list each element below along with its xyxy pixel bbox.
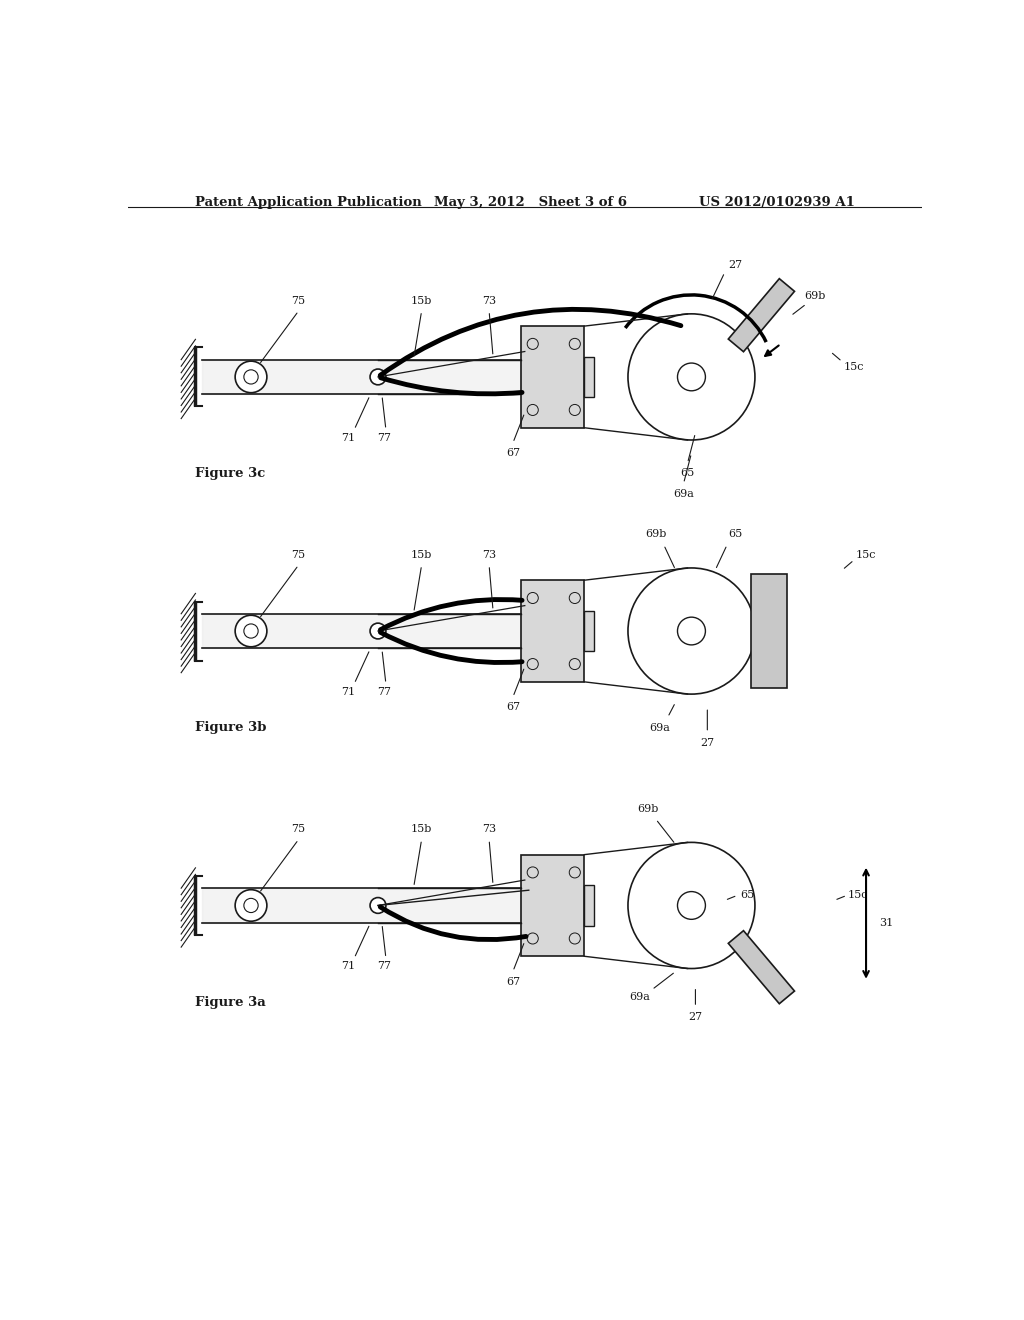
Text: 77: 77 — [377, 961, 391, 972]
Text: 69a: 69a — [673, 488, 694, 499]
Bar — [521, 326, 585, 428]
Text: 27: 27 — [728, 260, 742, 271]
Text: 31: 31 — [879, 919, 893, 928]
Text: 77: 77 — [377, 686, 391, 697]
Ellipse shape — [628, 568, 755, 694]
Ellipse shape — [236, 890, 267, 921]
Text: 15b: 15b — [411, 824, 432, 834]
Text: 27: 27 — [688, 1012, 702, 1022]
Text: 75: 75 — [292, 824, 306, 834]
Text: 15b: 15b — [411, 296, 432, 306]
Ellipse shape — [236, 362, 267, 392]
Polygon shape — [728, 931, 795, 1003]
Text: 65: 65 — [680, 469, 694, 478]
Ellipse shape — [370, 370, 386, 385]
Text: 15c: 15c — [856, 550, 877, 560]
Text: US 2012/0102939 A1: US 2012/0102939 A1 — [699, 195, 855, 209]
Text: 67: 67 — [506, 702, 520, 713]
Ellipse shape — [370, 623, 386, 639]
Text: 65: 65 — [728, 529, 742, 540]
Text: Patent Application Publication: Patent Application Publication — [196, 195, 422, 209]
Text: Figure 3b: Figure 3b — [196, 721, 267, 734]
Bar — [521, 581, 585, 682]
Text: 73: 73 — [482, 550, 497, 560]
Ellipse shape — [628, 842, 755, 969]
Text: 69b: 69b — [637, 804, 658, 814]
Text: 71: 71 — [341, 961, 355, 972]
Text: 67: 67 — [506, 977, 520, 986]
Text: 65: 65 — [740, 890, 754, 900]
Ellipse shape — [370, 898, 386, 913]
Text: 73: 73 — [482, 296, 497, 306]
Text: 27: 27 — [700, 738, 715, 748]
Text: Figure 3a: Figure 3a — [196, 995, 266, 1008]
Bar — [521, 854, 585, 956]
Text: 69a: 69a — [630, 991, 650, 1002]
Bar — [585, 611, 594, 651]
Ellipse shape — [678, 891, 706, 919]
Text: Figure 3c: Figure 3c — [196, 467, 265, 480]
Text: 15c: 15c — [848, 890, 868, 900]
Text: 15c: 15c — [844, 362, 864, 372]
Text: 69b: 69b — [645, 529, 667, 540]
Text: 69a: 69a — [649, 722, 670, 733]
Text: May 3, 2012   Sheet 3 of 6: May 3, 2012 Sheet 3 of 6 — [433, 195, 627, 209]
Text: 67: 67 — [506, 449, 520, 458]
Text: 15b: 15b — [411, 550, 432, 560]
Ellipse shape — [628, 314, 755, 440]
Text: 73: 73 — [482, 824, 497, 834]
Polygon shape — [728, 279, 795, 351]
Text: 71: 71 — [341, 433, 355, 444]
Ellipse shape — [678, 618, 706, 645]
Text: 71: 71 — [341, 686, 355, 697]
Polygon shape — [751, 574, 786, 688]
Text: 75: 75 — [292, 296, 306, 306]
Text: 69b: 69b — [804, 290, 825, 301]
Text: 77: 77 — [377, 433, 391, 444]
Bar — [585, 886, 594, 925]
Ellipse shape — [678, 363, 706, 391]
Ellipse shape — [236, 615, 267, 647]
Bar — [585, 356, 594, 397]
Text: 75: 75 — [292, 550, 306, 560]
